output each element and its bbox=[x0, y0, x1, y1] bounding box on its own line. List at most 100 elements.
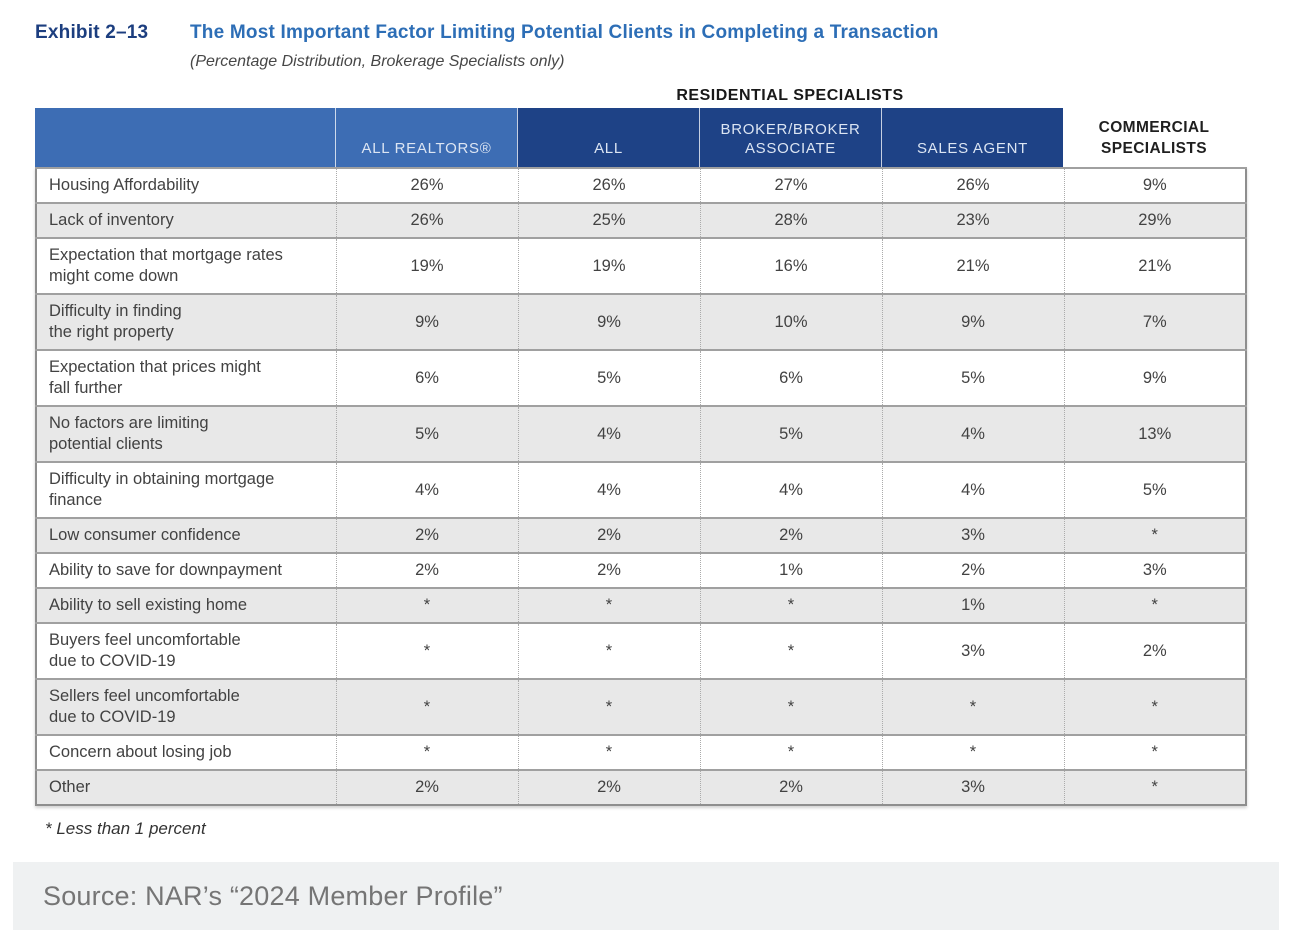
factors-table: RESIDENTIAL SPECIALISTS ALL REALTORS® AL… bbox=[35, 87, 1247, 806]
value-cell: 2% bbox=[335, 517, 518, 553]
value-cell: 6% bbox=[699, 349, 882, 406]
value-cell: * bbox=[881, 734, 1064, 770]
value-cell: 5% bbox=[1063, 461, 1246, 518]
value-cell: 19% bbox=[335, 237, 518, 294]
value-cell: 2% bbox=[881, 552, 1064, 588]
value-cell: 4% bbox=[881, 405, 1064, 462]
factor-label: Concern about losing job bbox=[36, 734, 336, 770]
value-cell: 9% bbox=[1063, 349, 1246, 406]
footnote: * Less than 1 percent bbox=[45, 819, 206, 838]
value-cell: 9% bbox=[1063, 167, 1246, 203]
value-cell: 2% bbox=[335, 552, 518, 588]
value-cell: 3% bbox=[881, 622, 1064, 679]
value-cell: 26% bbox=[335, 167, 518, 203]
table-row: Sellers feel uncomfortable due to COVID-… bbox=[36, 678, 1246, 735]
value-cell: 10% bbox=[699, 293, 882, 350]
value-cell: * bbox=[517, 734, 700, 770]
factor-label: Sellers feel uncomfortable due to COVID-… bbox=[36, 678, 336, 735]
factor-label: Lack of inventory bbox=[36, 202, 336, 238]
factor-label: Housing Affordability bbox=[36, 167, 336, 203]
value-cell: * bbox=[699, 734, 882, 770]
factor-label: Difficulty in finding the right property bbox=[36, 293, 336, 350]
table-header-row: ALL REALTORS® ALL BROKER/BROKER ASSOCIAT… bbox=[35, 108, 1245, 167]
column-header-all-realtors: ALL REALTORS® bbox=[335, 108, 517, 167]
table-row: Ability to sell existing home * * * 1% * bbox=[36, 587, 1246, 623]
table-row: Difficulty in finding the right property… bbox=[36, 293, 1246, 350]
factor-label: Ability to save for downpayment bbox=[36, 552, 336, 588]
table-row: Concern about losing job * * * * * bbox=[36, 734, 1246, 770]
value-cell: * bbox=[1063, 678, 1246, 735]
value-cell: * bbox=[699, 678, 882, 735]
value-cell: * bbox=[1063, 517, 1246, 553]
value-cell: 2% bbox=[517, 769, 700, 805]
exhibit-title: The Most Important Factor Limiting Poten… bbox=[190, 22, 939, 43]
value-cell: 2% bbox=[517, 517, 700, 553]
column-header-broker-broker-associate: BROKER/BROKER ASSOCIATE bbox=[699, 108, 881, 167]
value-cell: 9% bbox=[881, 293, 1064, 350]
table-row: Housing Affordability 26% 26% 27% 26% 9% bbox=[36, 167, 1246, 203]
value-cell: 1% bbox=[699, 552, 882, 588]
value-cell: 7% bbox=[1063, 293, 1246, 350]
value-cell: 23% bbox=[881, 202, 1064, 238]
value-cell: 3% bbox=[1063, 552, 1246, 588]
value-cell: 2% bbox=[517, 552, 700, 588]
value-cell: 16% bbox=[699, 237, 882, 294]
header-blank-cell bbox=[35, 108, 335, 167]
value-cell: 25% bbox=[517, 202, 700, 238]
factor-label: No factors are limiting potential client… bbox=[36, 405, 336, 462]
value-cell: * bbox=[517, 678, 700, 735]
column-header-sales-agent: SALES AGENT bbox=[881, 108, 1063, 167]
value-cell: * bbox=[699, 622, 882, 679]
value-cell: 9% bbox=[335, 293, 518, 350]
value-cell: 29% bbox=[1063, 202, 1246, 238]
table-row: Expectation that prices might fall furth… bbox=[36, 349, 1246, 406]
value-cell: * bbox=[335, 622, 518, 679]
value-cell: * bbox=[699, 587, 882, 623]
value-cell: 3% bbox=[881, 769, 1064, 805]
table-row: Expectation that mortgage rates might co… bbox=[36, 237, 1246, 294]
value-cell: * bbox=[335, 678, 518, 735]
residential-specialists-group-header: RESIDENTIAL SPECIALISTS bbox=[676, 87, 904, 104]
value-cell: * bbox=[1063, 587, 1246, 623]
table-row: No factors are limiting potential client… bbox=[36, 405, 1246, 462]
value-cell: * bbox=[1063, 734, 1246, 770]
value-cell: 5% bbox=[335, 405, 518, 462]
exhibit-label: Exhibit 2–13 bbox=[35, 22, 149, 43]
value-cell: 5% bbox=[517, 349, 700, 406]
factors-table-body: Housing Affordability 26% 26% 27% 26% 9% Lack… bbox=[35, 167, 1247, 806]
table-row: Difficulty in obtaining mortgage finance… bbox=[36, 461, 1246, 518]
value-cell: 2% bbox=[699, 769, 882, 805]
factor-label: Other bbox=[36, 769, 336, 805]
value-cell: 13% bbox=[1063, 405, 1246, 462]
value-cell: 5% bbox=[699, 405, 882, 462]
table-row: Low consumer confidence 2% 2% 2% 3% * bbox=[36, 517, 1246, 553]
title-block: Exhibit 2–13 The Most Important Factor L… bbox=[0, 0, 1292, 71]
table-row: Ability to save for downpayment 2% 2% 1% 2% 3… bbox=[36, 552, 1246, 588]
value-cell: 4% bbox=[517, 461, 700, 518]
value-cell: 4% bbox=[881, 461, 1064, 518]
value-cell: 2% bbox=[335, 769, 518, 805]
value-cell: * bbox=[881, 678, 1064, 735]
value-cell: 4% bbox=[335, 461, 518, 518]
value-cell: 28% bbox=[699, 202, 882, 238]
value-cell: 26% bbox=[881, 167, 1064, 203]
value-cell: * bbox=[335, 587, 518, 623]
value-cell: 6% bbox=[335, 349, 518, 406]
value-cell: 2% bbox=[699, 517, 882, 553]
value-cell: 19% bbox=[517, 237, 700, 294]
value-cell: * bbox=[517, 622, 700, 679]
value-cell: 9% bbox=[517, 293, 700, 350]
value-cell: 5% bbox=[881, 349, 1064, 406]
exhibit-subtitle: (Percentage Distribution, Brokerage Spec… bbox=[190, 53, 565, 70]
value-cell: 21% bbox=[881, 237, 1064, 294]
value-cell: * bbox=[517, 587, 700, 623]
column-header-commercial-specialists: COMMERCIAL SPECIALISTS bbox=[1063, 108, 1245, 167]
factor-label: Expectation that prices might fall furth… bbox=[36, 349, 336, 406]
table-row: Other 2% 2% 2% 3% * bbox=[36, 769, 1246, 805]
value-cell: * bbox=[1063, 769, 1246, 805]
value-cell: 26% bbox=[517, 167, 700, 203]
value-cell: 27% bbox=[699, 167, 882, 203]
factor-label: Low consumer confidence bbox=[36, 517, 336, 553]
value-cell: 26% bbox=[335, 202, 518, 238]
